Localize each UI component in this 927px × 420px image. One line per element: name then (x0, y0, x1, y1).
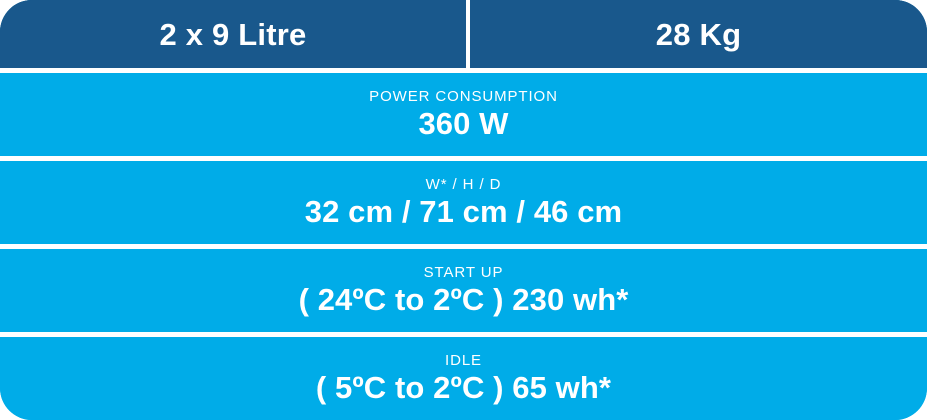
row-separator (0, 156, 927, 161)
spec-row-start-up: START UP ( 24ºC to 2ºC ) 230 wh* (0, 249, 927, 332)
header-cell-capacity-label: 2 x 9 Litre (159, 16, 307, 52)
spec-value-dimensions: 32 cm / 71 cm / 46 cm (304, 194, 623, 230)
spec-caption-start-up: START UP (423, 263, 504, 281)
row-separator (0, 68, 927, 73)
table-header-row: 2 x 9 Litre 28 Kg (0, 0, 927, 68)
spec-value-power-consumption: 360 W (418, 106, 509, 142)
header-cell-capacity: 2 x 9 Litre (0, 0, 466, 68)
header-cell-weight: 28 Kg (470, 0, 927, 68)
spec-caption-dimensions: W* / H / D (425, 175, 502, 193)
spec-value-start-up: ( 24ºC to 2ºC ) 230 wh* (298, 282, 629, 318)
row-separator (0, 332, 927, 337)
header-column-divider (466, 0, 470, 68)
spec-caption-idle: IDLE (445, 351, 482, 369)
spec-row-dimensions: W* / H / D 32 cm / 71 cm / 46 cm (0, 161, 927, 244)
spec-row-power-consumption: POWER CONSUMPTION 360 W (0, 73, 927, 156)
header-cell-weight-label: 28 Kg (655, 16, 742, 52)
spec-row-idle: IDLE ( 5ºC to 2ºC ) 65 wh* (0, 337, 927, 420)
spec-caption-power-consumption: POWER CONSUMPTION (369, 87, 558, 105)
spec-value-idle: ( 5ºC to 2ºC ) 65 wh* (315, 370, 612, 406)
row-separator (0, 244, 927, 249)
